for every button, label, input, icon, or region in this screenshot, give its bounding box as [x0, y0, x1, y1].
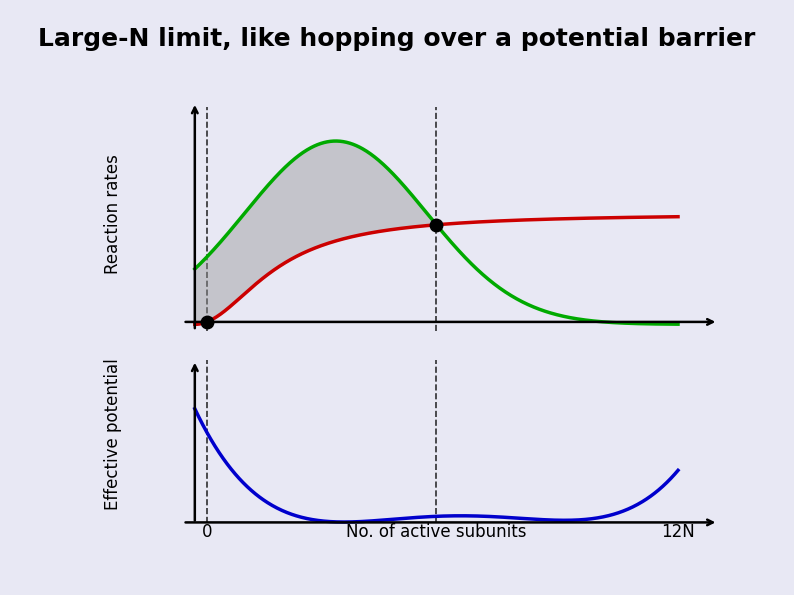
- Text: Reaction rates: Reaction rates: [104, 154, 121, 274]
- Text: Effective potential: Effective potential: [104, 358, 121, 511]
- Text: No. of active subunits: No. of active subunits: [346, 524, 526, 541]
- Text: 0: 0: [202, 524, 212, 541]
- Text: 12N: 12N: [661, 524, 695, 541]
- Text: Large-N limit, like hopping over a potential barrier: Large-N limit, like hopping over a poten…: [38, 27, 756, 51]
